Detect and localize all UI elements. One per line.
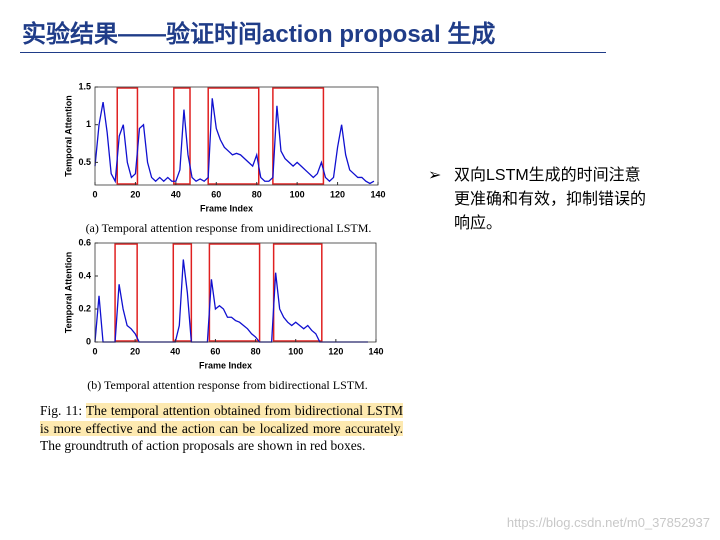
x-tick-label: 100	[290, 189, 305, 199]
y-tick-label: 0.5	[78, 157, 91, 167]
slide-title: 实验结果——验证时间action proposal 生成	[22, 21, 496, 48]
x-tick-label: 100	[288, 346, 303, 356]
groundtruth-box	[272, 243, 323, 342]
x-tick-label: 60	[210, 346, 220, 356]
x-tick-label: 140	[368, 346, 383, 356]
y-tick-label: 0.2	[78, 303, 91, 313]
groundtruth-box	[116, 87, 139, 185]
groundtruth-box	[114, 243, 138, 342]
y-tick-label: 0	[86, 336, 91, 346]
x-tick-label: 60	[211, 189, 221, 199]
y-axis-label: Temporal Attention	[63, 95, 73, 177]
x-tick-label: 0	[92, 189, 97, 199]
groundtruth-box	[173, 87, 191, 185]
plot-frame	[94, 242, 377, 343]
y-axis-label: Temporal Attention	[63, 252, 73, 334]
y-tick-label: 0.4	[78, 270, 91, 280]
x-axis-label: Frame Index	[200, 203, 253, 213]
attention-line	[94, 98, 375, 185]
x-tick-label: 40	[170, 346, 180, 356]
groundtruth-box	[172, 243, 193, 342]
x-tick-label: 120	[328, 346, 343, 356]
bullet: ➢ 双向LSTM生成的时间注意更准确和有效，抑制错误的响应。	[428, 164, 648, 236]
x-tick-label: 0	[92, 346, 97, 356]
x-tick-label: 20	[130, 189, 140, 199]
title-rule	[20, 52, 606, 53]
x-tick-label: 40	[171, 189, 181, 199]
subcaption: (b) Temporal attention response from bid…	[87, 378, 368, 392]
x-tick-label: 80	[251, 346, 261, 356]
x-tick-label: 120	[330, 189, 345, 199]
groundtruth-box	[208, 243, 261, 342]
y-tick-label: 0.6	[78, 237, 91, 247]
x-axis-label: Frame Index	[199, 360, 252, 370]
watermark: https://blog.csdn.net/m0_37852937	[506, 515, 710, 530]
x-tick-label: 80	[252, 189, 262, 199]
subcaption: (a) Temporal attention response from uni…	[86, 221, 372, 235]
caption-rest: The groundtruth of action proposals are …	[40, 438, 366, 453]
bullet-text: 双向LSTM生成的时间注意更准确和有效，抑制错误的响应。	[454, 167, 647, 232]
bullet-arrow: ➢	[428, 167, 442, 184]
attention-line	[94, 259, 368, 343]
plot-frame	[94, 86, 379, 186]
groundtruth-box	[207, 87, 260, 185]
caption-label: Fig. 11:	[40, 403, 83, 418]
groundtruth-box	[272, 87, 325, 185]
y-tick-label: 1.5	[78, 81, 91, 91]
y-tick-label: 1	[86, 119, 91, 129]
x-tick-label: 140	[370, 189, 385, 199]
caption: Fig. 11: The temporal attention obtained…	[40, 402, 403, 455]
x-tick-label: 20	[130, 346, 140, 356]
